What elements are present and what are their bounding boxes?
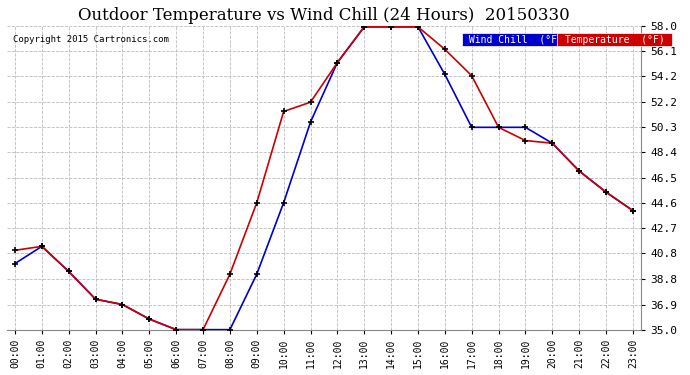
Title: Outdoor Temperature vs Wind Chill (24 Hours)  20150330: Outdoor Temperature vs Wind Chill (24 Ho… [78, 7, 570, 24]
Text: Temperature  (°F): Temperature (°F) [558, 34, 670, 45]
Text: Wind Chill  (°F): Wind Chill (°F) [464, 34, 569, 45]
Text: Copyright 2015 Cartronics.com: Copyright 2015 Cartronics.com [13, 34, 169, 44]
